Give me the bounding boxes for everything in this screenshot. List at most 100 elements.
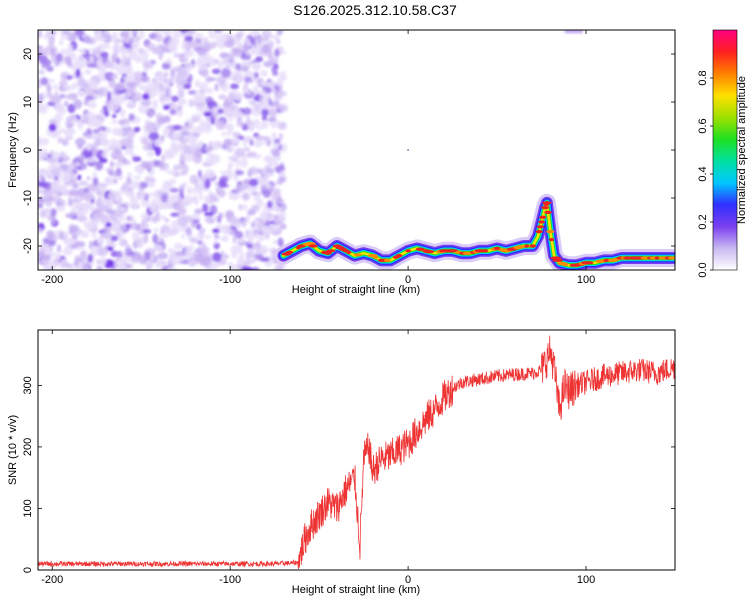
noise-blob [218, 188, 225, 198]
noise-blob [152, 30, 164, 34]
spectrogram-plot-area [38, 30, 675, 270]
ridge-hotspot [667, 256, 675, 260]
noise-blob [82, 113, 88, 124]
noise-blob [178, 184, 185, 190]
noise-blob [235, 32, 243, 39]
ridge-hotspot [308, 244, 318, 248]
noise-blob [234, 77, 242, 84]
noise-blob [277, 237, 284, 247]
noise-blob [50, 167, 62, 177]
noise-blob [183, 145, 192, 155]
noise-blob [262, 211, 268, 221]
noise-blob [93, 89, 100, 95]
noise-blob [48, 37, 55, 47]
noise-blob [98, 43, 106, 48]
noise-blob [96, 59, 104, 69]
noise-blob [126, 215, 131, 221]
noise-blob [263, 174, 268, 184]
noise-blob [218, 78, 225, 88]
noise-blob [155, 263, 166, 269]
noise-blob [80, 161, 86, 171]
noise-blob [70, 244, 78, 249]
noise-blob [202, 203, 209, 213]
noise-blob [99, 214, 108, 220]
noise-blob [64, 94, 73, 100]
noise-blob [48, 123, 57, 132]
noise-blob [204, 146, 214, 152]
noise-blob [105, 222, 112, 228]
noise-blob [204, 215, 214, 224]
noise-blob [146, 81, 155, 92]
noise-blob [230, 83, 239, 90]
colorbar-tick-label: 0.2 [697, 214, 709, 229]
noise-blob [260, 120, 269, 129]
noise-blob [268, 40, 274, 49]
noise-blob [47, 239, 57, 247]
noise-blob [167, 247, 173, 254]
noise-blob [244, 76, 252, 83]
noise-blob [184, 35, 194, 41]
ridge-hotspot [462, 251, 473, 255]
noise-blob [109, 160, 114, 168]
noise-blob [87, 253, 94, 263]
noise-blob [212, 106, 219, 113]
noise-blob [235, 170, 245, 176]
noise-blob [190, 30, 196, 36]
noise-blob [220, 250, 225, 257]
noise-blob [42, 260, 49, 266]
ridge-hotspot [447, 249, 459, 253]
noise-blob [93, 129, 100, 134]
noise-blob [140, 182, 149, 188]
noise-blob [42, 196, 49, 203]
noise-blob [263, 61, 274, 68]
noise-blob [147, 124, 155, 133]
noise-blob [142, 144, 154, 151]
noise-blob [131, 30, 139, 34]
ridge-hotspot [324, 251, 332, 255]
noise-blob [67, 197, 74, 207]
noise-blob [160, 224, 171, 232]
ridge-hotspot [544, 210, 552, 214]
noise-blob [276, 30, 283, 36]
noise-blob [84, 111, 96, 120]
noise-blob [170, 131, 181, 140]
noise-blob [248, 100, 257, 105]
noise-blob [62, 247, 73, 256]
noise-blob [242, 136, 252, 143]
noise-blob [166, 170, 177, 175]
noise-blob [149, 202, 156, 213]
noise-blob [193, 180, 199, 185]
noise-blob [268, 108, 278, 118]
snr-series-line [38, 335, 675, 570]
noise-blob [217, 216, 222, 224]
noise-blob [127, 172, 133, 179]
noise-blob [130, 180, 140, 186]
noise-blob [64, 100, 69, 108]
snr-frame [37, 329, 676, 571]
noise-blob [85, 86, 95, 96]
noise-blob [59, 39, 64, 46]
noise-blob [131, 54, 143, 61]
noise-blob [107, 210, 117, 215]
noise-blob [38, 176, 43, 182]
noise-blob [139, 225, 144, 235]
noise-blob [194, 79, 200, 88]
noise-blob [124, 188, 135, 198]
colorbar-tick-label: 0.6 [697, 118, 709, 133]
noise-blob [83, 99, 90, 106]
noise-blob [229, 171, 234, 179]
noise-blob [195, 102, 206, 108]
noise-blob [254, 254, 264, 261]
noise-blob [220, 170, 231, 176]
ridge-hotspot [529, 244, 537, 248]
spectrogram-y-axis-label: Frequency (Hz) [7, 112, 19, 188]
noise-blob [68, 189, 80, 197]
noise-blob [96, 120, 103, 128]
noise-region [38, 30, 583, 270]
noise-blob [152, 99, 159, 110]
noise-blob [265, 155, 271, 163]
noise-blob [144, 161, 153, 171]
snr-x-ticks: -200 -100 0 100 [41, 330, 595, 586]
noise-blob [86, 142, 92, 152]
noise-blob [148, 192, 157, 197]
